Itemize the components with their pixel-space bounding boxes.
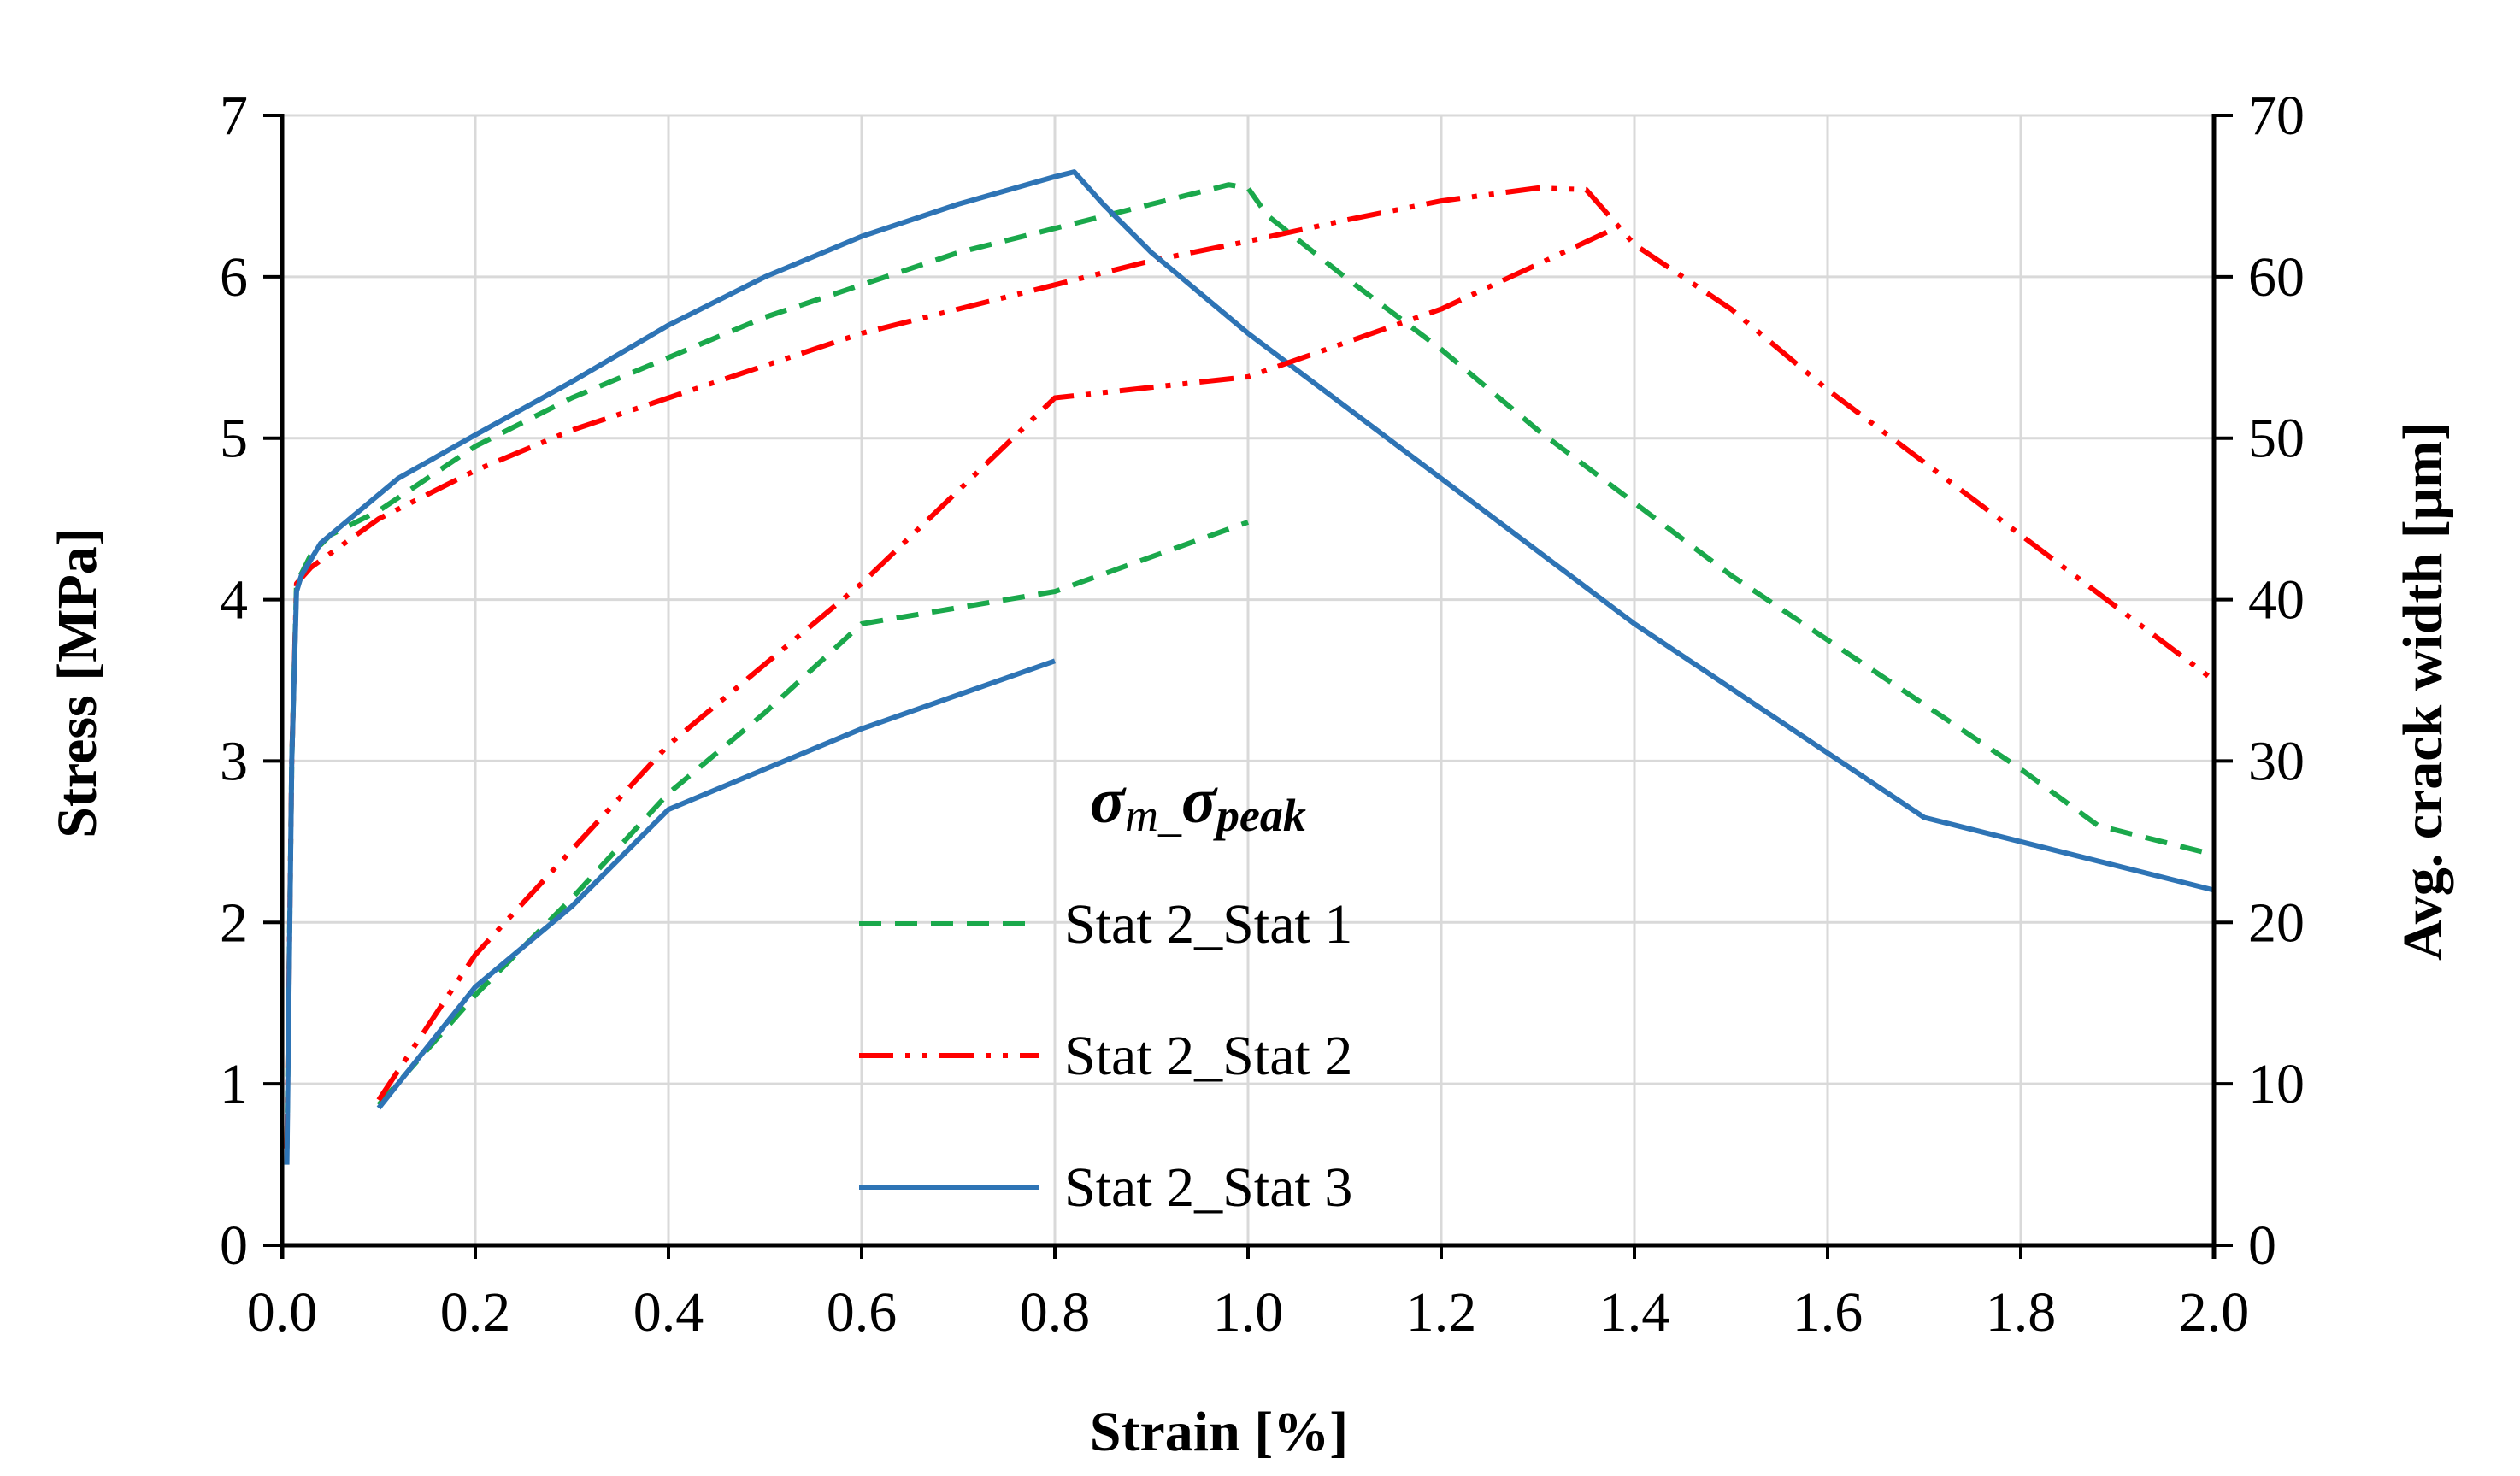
x-tick-label: 1.8 <box>1986 1281 2057 1344</box>
y-tick-label: 5 <box>220 408 248 470</box>
y-tick-label: 6 <box>220 246 248 309</box>
legend-title-sigma: σ <box>1090 765 1127 837</box>
series-line-1 <box>284 182 2215 1149</box>
legend-label-2: Stat 2_Stat 2 <box>1064 1025 1352 1087</box>
legend-title-sub-peak: peak <box>1213 790 1306 841</box>
y2-tick-label: 30 <box>2248 730 2305 792</box>
x-tick-label: 1.2 <box>1406 1281 1477 1344</box>
legend-title-sub-m: m <box>1125 790 1158 841</box>
axes <box>263 114 2233 1259</box>
tick-labels: 0.0 0.2 0.4 0.6 0.8 1.0 1.2 1.4 1.6 1.8 2.00123456… <box>220 85 2305 1344</box>
y2-tick-label: 60 <box>2248 246 2305 309</box>
y-axis-title: Stress [MPa] <box>46 527 109 838</box>
y-tick-label: 0 <box>220 1214 248 1277</box>
x-tick-label: 0.0 <box>247 1281 318 1344</box>
x-tick-label: 0.4 <box>633 1281 704 1344</box>
y-tick-label: 2 <box>220 891 248 954</box>
x-tick-label: 0.2 <box>440 1281 511 1344</box>
y2-tick-label: 70 <box>2248 85 2305 147</box>
y2-tick-label: 10 <box>2248 1053 2305 1115</box>
legend-title-separator: _ <box>1157 790 1182 841</box>
legend-label-1: Stat 2_Stat 1 <box>1064 893 1352 956</box>
y-tick-label: 4 <box>220 569 248 632</box>
series-line-6 <box>376 658 1056 1110</box>
y-tick-label: 7 <box>220 85 248 147</box>
series-line-5 <box>376 226 1616 1102</box>
x-tick-label: 2.0 <box>2179 1281 2250 1344</box>
x-tick-label: 1.6 <box>1793 1281 1864 1344</box>
y2-tick-label: 40 <box>2248 569 2305 632</box>
x-tick-label: 1.0 <box>1213 1281 1284 1344</box>
series-line-3 <box>284 169 2215 1165</box>
x-tick-label: 0.8 <box>1020 1281 1091 1344</box>
legend-items: Stat 2_Stat 1 Stat 2_Stat 2 Stat 2_Stat 3 <box>859 893 1352 1219</box>
x-tick-label: 0.6 <box>827 1281 898 1344</box>
y-tick-label: 1 <box>220 1053 248 1115</box>
y2-tick-label: 20 <box>2248 891 2305 954</box>
legend-title: σm_σpeak <box>1090 765 1306 841</box>
x-axis-title: Strain [%] <box>1090 1401 1348 1463</box>
y2-tick-label: 50 <box>2248 408 2305 470</box>
grid <box>282 114 2214 1245</box>
y-tick-label: 3 <box>220 730 248 792</box>
legend-title-sigma-2: σ <box>1181 765 1218 837</box>
series-line-2 <box>284 185 2216 1149</box>
y2-axis-title: Avg. crack width [μm] <box>2392 422 2454 961</box>
series-line-4 <box>376 520 1250 1107</box>
series-layer <box>284 169 2216 1165</box>
legend-label-3: Stat 2_Stat 3 <box>1064 1156 1352 1219</box>
x-tick-label: 1.4 <box>1599 1281 1670 1344</box>
y2-tick-label: 0 <box>2248 1214 2276 1277</box>
